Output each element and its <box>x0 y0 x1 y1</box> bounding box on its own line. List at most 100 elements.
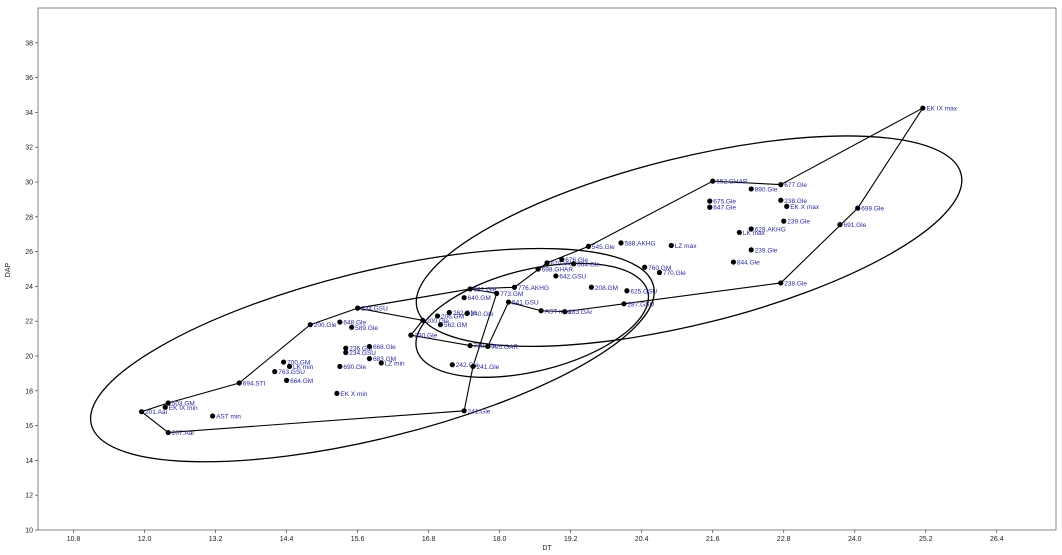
x-axis-label: DT <box>542 545 552 552</box>
confidence-ellipse <box>415 262 650 378</box>
scatter-point <box>420 317 426 323</box>
point-label: 795.GAR <box>491 344 518 351</box>
point-label: 648.Gle <box>343 320 366 327</box>
scatter-point <box>209 413 216 419</box>
point-label: 844.Gle <box>737 260 760 267</box>
scatter-point <box>349 324 355 330</box>
y-tick-label: 18 <box>25 388 33 395</box>
point-label: EK IX max <box>926 106 957 113</box>
scatter-point <box>464 310 470 316</box>
point-label: 242.Gle <box>456 362 479 369</box>
ellipses-layer <box>89 135 963 463</box>
point-label: 238.Gle <box>784 198 807 205</box>
x-tick-label: 22.8 <box>777 536 791 543</box>
x-tick-label: 18.0 <box>493 536 507 543</box>
point-label: LZ max <box>675 243 697 250</box>
point-label: 776.AKHG <box>518 285 549 292</box>
point-label: 201.Aai <box>145 409 167 416</box>
point-label: EK X max <box>790 204 820 211</box>
scatter-point <box>165 429 171 436</box>
scatter-point <box>138 409 145 415</box>
point-label: 676.Gle <box>565 257 588 264</box>
point-label: 200.Gle <box>426 318 449 325</box>
scatter-point <box>366 343 373 350</box>
scatter-point <box>588 284 594 290</box>
plot-area-frame <box>37 7 1057 531</box>
point-label: 698.GHAR <box>542 267 574 274</box>
scatter-point <box>334 390 340 397</box>
scatter-point <box>272 369 278 375</box>
confidence-ellipse <box>415 135 963 348</box>
scatter-point <box>461 295 467 301</box>
point-label: 652.GHAR <box>716 179 748 186</box>
scatter-point <box>748 247 754 253</box>
point-label: 234.GSU <box>349 350 376 357</box>
x-axis-ticks: 10.8 12.0 13.2 14.4 15.6 16.8 18.0 19.2 20.4 21.6… <box>67 530 1004 543</box>
scatter-point <box>642 264 648 270</box>
x-tick-label: 14.4 <box>280 536 294 543</box>
point-label: 640.GM <box>468 295 491 302</box>
point-label: EK X min <box>340 391 367 398</box>
x-tick-label: 24.0 <box>848 536 862 543</box>
x-tick-label: 16.8 <box>422 536 436 543</box>
y-tick-label: 12 <box>25 493 33 500</box>
scatter-point <box>538 308 544 314</box>
scatter-point <box>559 256 565 263</box>
point-label: 760.GM <box>648 265 671 272</box>
x-tick-label: 15.6 <box>351 536 365 543</box>
point-label: 208.GM <box>595 285 618 292</box>
x-tick-label: 13.2 <box>209 536 223 543</box>
y-tick-label: 34 <box>25 110 33 117</box>
y-tick-label: 28 <box>25 214 33 221</box>
scatter-point <box>837 222 843 228</box>
point-label: 700.GM <box>287 360 310 367</box>
scatter-point <box>656 269 663 276</box>
x-tick-label: 26.4 <box>990 536 1004 543</box>
scatter-point <box>562 309 568 315</box>
y-axis-ticks: 10 12 14 16 18 20 22 24 26 28 30 32 34 36 38 <box>25 40 38 535</box>
scatter-point <box>571 261 577 267</box>
scatter-point <box>337 363 343 370</box>
point-label: LK min <box>293 364 314 371</box>
point-label: 694.STI <box>243 380 266 387</box>
scatter-point <box>621 301 627 307</box>
point-label: 664.GM <box>290 378 313 385</box>
point-label: 773.GM <box>500 291 523 298</box>
scatter-point <box>467 342 473 349</box>
y-tick-label: 10 <box>25 528 33 535</box>
scatter-point <box>778 280 784 286</box>
x-tick-label: 25.2 <box>919 536 933 543</box>
scatter-point <box>855 205 861 211</box>
point-label: 287.GSU <box>627 301 654 308</box>
scatter-point <box>920 105 926 111</box>
scatter-point <box>343 345 349 351</box>
y-tick-label: 30 <box>25 180 33 187</box>
scatter-point <box>535 266 541 272</box>
scatter-point <box>553 273 559 279</box>
point-label: EK IX min <box>169 405 198 412</box>
point-label: 589.Gle <box>355 325 378 332</box>
scatter-point <box>748 226 754 232</box>
scatter-point <box>437 322 444 328</box>
point-label: 230.Gle <box>414 333 437 340</box>
point-label: 241.Gle <box>468 408 491 415</box>
y-tick-label: 24 <box>25 284 33 291</box>
scatter-point <box>343 349 349 356</box>
y-tick-label: 22 <box>25 319 33 326</box>
point-label: 690.Gle <box>343 364 366 371</box>
scatter-point <box>784 203 790 209</box>
x-tick-label: 19.2 <box>564 536 578 543</box>
point-label: 710.Gle <box>474 343 497 350</box>
scatter-point <box>781 218 787 224</box>
scatter-point <box>778 182 784 188</box>
point-label: 691.Gle <box>843 222 866 229</box>
confidence-ellipse <box>89 247 655 463</box>
x-tick-label: 10.8 <box>67 536 81 543</box>
point-label: 588.AKHG <box>624 240 655 247</box>
point-label: 647.Gle <box>713 205 736 212</box>
scatter-point <box>470 363 476 370</box>
scatter-point <box>408 332 414 338</box>
scatter-point <box>449 362 455 368</box>
point-label: 238.Gle <box>784 280 807 287</box>
scatter-point <box>730 259 737 265</box>
